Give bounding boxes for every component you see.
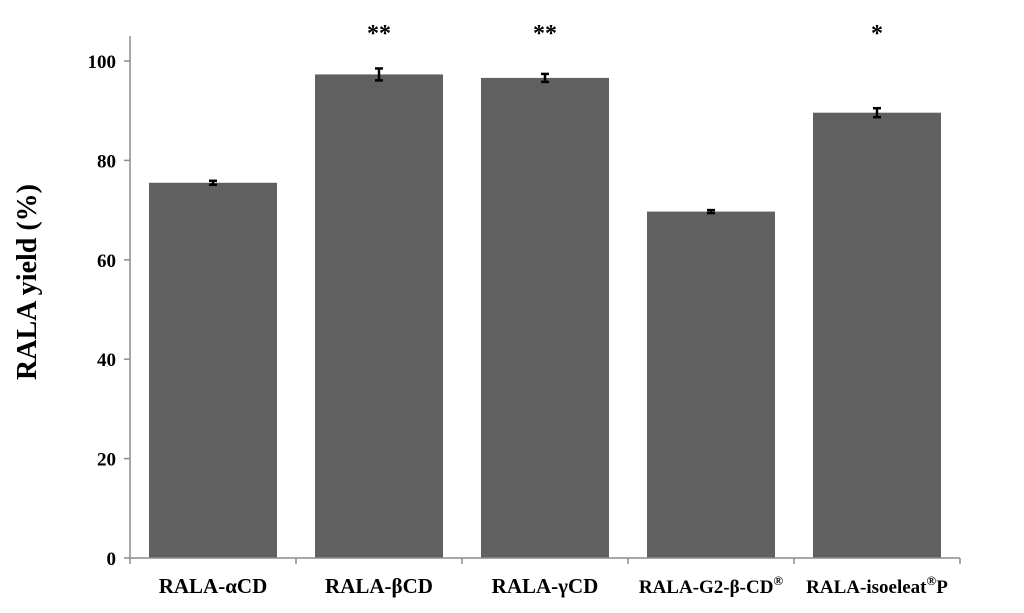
- error-bar: [873, 106, 881, 119]
- error-bars: [209, 67, 881, 215]
- category-label: RALA-αCD: [159, 574, 268, 598]
- error-bar: [707, 208, 715, 215]
- significance-marker: **: [533, 21, 557, 47]
- bar: [315, 74, 443, 558]
- category-labels: RALA-αCD RALA-βCD RALA-γCD RALA-G2-β-CD® RAL…: [159, 573, 948, 598]
- bar: [647, 211, 775, 558]
- error-bar: [209, 179, 217, 187]
- error-bar: [541, 72, 549, 84]
- error-bar: [375, 67, 383, 82]
- bar: [813, 112, 941, 559]
- category-label: RALA-G2-β-CD®: [639, 573, 784, 598]
- category-label: RALA-βCD: [325, 574, 433, 598]
- y-tick-label: 100: [88, 52, 117, 73]
- significance-markers: ** ** *: [367, 21, 883, 47]
- y-tick-label: 20: [97, 450, 116, 471]
- bar: [481, 77, 609, 558]
- category-label: RALA-γCD: [492, 574, 599, 598]
- category-label: RALA-isoeleat®P: [806, 573, 948, 598]
- significance-marker: *: [871, 21, 883, 47]
- bar: [149, 182, 277, 558]
- y-axis-title: RALA yield (%): [12, 184, 43, 380]
- y-tick-label: 60: [97, 251, 116, 272]
- y-axis-ticks: 0 20 40 60 80 100: [88, 52, 961, 570]
- significance-marker: **: [367, 21, 391, 47]
- bars: [149, 74, 941, 559]
- y-tick-label: 0: [107, 549, 117, 570]
- y-tick-label: 80: [97, 151, 116, 172]
- y-tick-label: 40: [97, 350, 116, 371]
